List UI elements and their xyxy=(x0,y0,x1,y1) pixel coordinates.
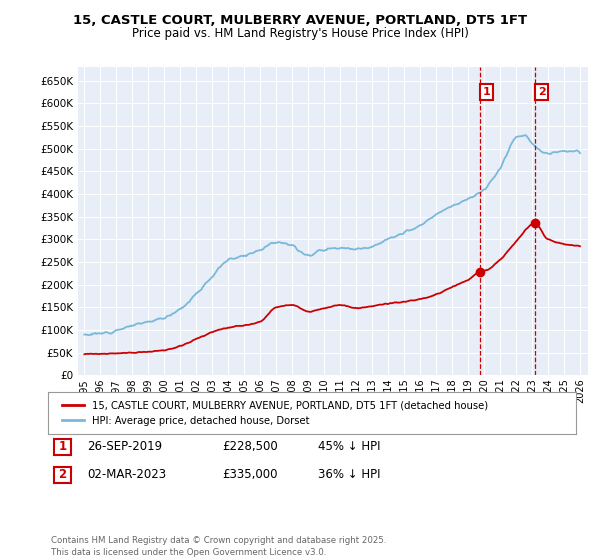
Text: 15, CASTLE COURT, MULBERRY AVENUE, PORTLAND, DT5 1FT: 15, CASTLE COURT, MULBERRY AVENUE, PORTL… xyxy=(73,14,527,27)
Text: 1: 1 xyxy=(483,87,491,97)
Legend: 15, CASTLE COURT, MULBERRY AVENUE, PORTLAND, DT5 1FT (detached house), HPI: Aver: 15, CASTLE COURT, MULBERRY AVENUE, PORTL… xyxy=(58,396,493,430)
Text: 26-SEP-2019: 26-SEP-2019 xyxy=(87,440,162,454)
Text: 2: 2 xyxy=(538,87,546,97)
Text: £335,000: £335,000 xyxy=(222,468,277,482)
Text: 02-MAR-2023: 02-MAR-2023 xyxy=(87,468,166,482)
Text: 36% ↓ HPI: 36% ↓ HPI xyxy=(318,468,380,482)
Text: £228,500: £228,500 xyxy=(222,440,278,454)
Text: Price paid vs. HM Land Registry's House Price Index (HPI): Price paid vs. HM Land Registry's House … xyxy=(131,27,469,40)
Text: 2: 2 xyxy=(58,468,67,482)
Text: 45% ↓ HPI: 45% ↓ HPI xyxy=(318,440,380,454)
Text: 1: 1 xyxy=(58,440,67,454)
Text: Contains HM Land Registry data © Crown copyright and database right 2025.
This d: Contains HM Land Registry data © Crown c… xyxy=(51,536,386,557)
